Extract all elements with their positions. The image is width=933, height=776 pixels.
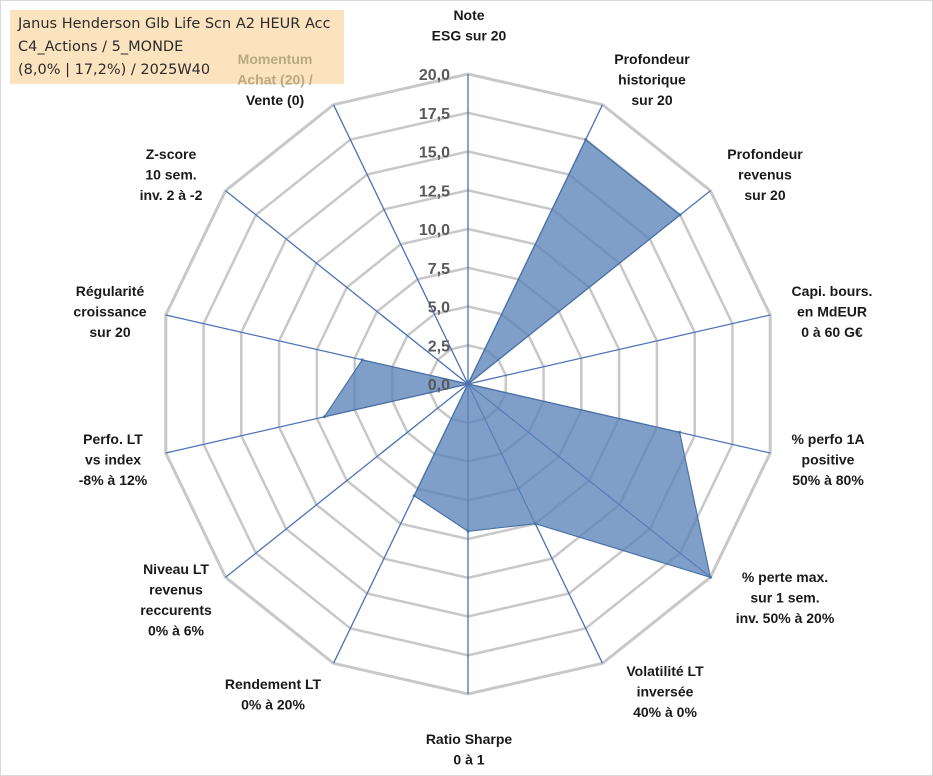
tick-label: 15,0	[419, 145, 450, 162]
series-point	[466, 529, 470, 533]
axis-label: Ratio Sharpe 0 à 1	[426, 731, 513, 768]
axis-label-line: sur 20	[89, 324, 130, 340]
radar-ticks: 0,0 2,5 5,0 7,5 10,0 12,5 15,0 17,5 20,0	[419, 67, 450, 394]
tick-label: 0,0	[428, 377, 450, 394]
axis-label-line: sur 20	[744, 187, 785, 203]
axis-label-line: ESG sur 20	[432, 28, 507, 44]
fund-category: C4_Actions / 5_MONDE	[18, 39, 184, 55]
axis-label-line: Profondeur	[614, 51, 690, 67]
axis-label-line: Ratio Sharpe	[426, 731, 513, 747]
tick-label: 10,0	[419, 222, 450, 239]
axis-label: Rendement LT 0% à 20%	[225, 676, 322, 713]
axis-label: Note ESG sur 20	[432, 7, 507, 44]
axis-label-line: 50% à 80%	[792, 472, 864, 488]
axis-label-line: Vente (0)	[246, 92, 304, 108]
axis-spoke	[332, 104, 469, 385]
tick-label: 2,5	[428, 338, 450, 355]
axis-label-line: reccurents	[140, 602, 212, 618]
axis-label: Niveau LT revenus reccurents 0% à 6%	[140, 561, 212, 639]
axis-spoke	[225, 383, 469, 578]
series-point	[322, 415, 326, 419]
axis-label: Momentum Achat (20) / Vente (0)	[237, 51, 313, 108]
axis-label: % perte max. sur 1 sem. inv. 50% à 20%	[736, 569, 835, 626]
tick-label: 5,0	[428, 300, 450, 317]
axis-label: Volatilité LT inversée 40% à 0%	[626, 663, 704, 720]
series-point	[412, 494, 416, 498]
axis-label-line: sur 20	[631, 92, 672, 108]
axis-label: Capi. bours. en MdEUR 0 à 60 G€	[792, 283, 873, 340]
tick-label: 20,0	[419, 67, 450, 84]
axis-label-line: Volatilité LT	[626, 663, 704, 679]
axis-label: % perfo 1A positive 50% à 80%	[791, 431, 864, 488]
axis-spoke	[225, 190, 469, 385]
series-point	[533, 522, 537, 526]
axis-label-line: revenus	[738, 167, 792, 183]
axis-label-line: sur 1 sem.	[750, 590, 819, 606]
axis-label-line: positive	[802, 452, 855, 468]
axis-label-line: Achat (20) /	[237, 72, 313, 88]
axis-label-line: 0 à 60 G€	[801, 324, 863, 340]
tick-label: 17,5	[419, 106, 450, 123]
radar-series	[322, 138, 712, 579]
axis-label-line: croissance	[73, 304, 146, 320]
series-point	[360, 358, 364, 362]
axis-label-line: inversée	[637, 684, 694, 700]
axis-label: Profondeur revenus sur 20	[727, 146, 803, 203]
axis-label-line: 0% à 6%	[148, 623, 205, 639]
series-point	[708, 575, 712, 579]
axis-label-line: Profondeur	[727, 146, 803, 162]
axis-label-line: 10 sem.	[145, 167, 196, 183]
axis-label-line: % perte max.	[742, 569, 828, 585]
fund-info-box: Janus Henderson Glb Life Scn A2 HEUR Acc…	[10, 10, 344, 84]
axis-label-line: Niveau LT	[143, 561, 209, 577]
series-point	[466, 382, 470, 386]
axis-label: Perfo. LT vs index -8% à 12%	[79, 431, 148, 488]
radar-axis-labels: Note ESG sur 20 Profondeur historique sur 20…	[73, 7, 872, 768]
axis-label-line: Z-score	[146, 146, 197, 162]
axis-label-line: inv. 2 à -2	[140, 187, 203, 203]
axis-label-line: Momentum	[238, 51, 313, 67]
axis-label-line: Perfo. LT	[83, 431, 143, 447]
axis-label-line: -8% à 12%	[79, 472, 148, 488]
tick-label: 7,5	[428, 261, 450, 278]
axis-label-line: historique	[618, 72, 686, 88]
fund-name: Janus Henderson Glb Life Scn A2 HEUR Acc	[18, 16, 331, 32]
axis-label: Z-score 10 sem. inv. 2 à -2	[140, 146, 203, 203]
axis-label-line: % perfo 1A	[791, 431, 864, 447]
fund-stats: (8,0% | 17,2%) / 2025W40	[18, 62, 211, 78]
axis-label-line: Régularité	[76, 283, 145, 299]
series-point	[678, 430, 682, 434]
axis-label-line: revenus	[149, 582, 203, 598]
tick-label: 12,5	[419, 183, 450, 200]
axis-label-line: Capi. bours.	[792, 283, 873, 299]
axis-label-line: 0 à 1	[453, 752, 484, 768]
axis-label: Régularité croissance sur 20	[73, 283, 146, 340]
axis-label-line: 0% à 20%	[241, 697, 305, 713]
axis-label-line: Note	[453, 7, 484, 23]
series-point	[678, 213, 682, 217]
axis-label-line: en MdEUR	[797, 304, 867, 320]
axis-label-line: inv. 50% à 20%	[736, 610, 835, 626]
axis-label-line: 40% à 0%	[633, 704, 697, 720]
axis-spoke	[467, 314, 771, 385]
axis-label: Profondeur historique sur 20	[614, 51, 690, 108]
axis-label-line: vs index	[85, 452, 141, 468]
series-point	[584, 138, 588, 142]
axis-label-line: Rendement LT	[225, 676, 322, 692]
